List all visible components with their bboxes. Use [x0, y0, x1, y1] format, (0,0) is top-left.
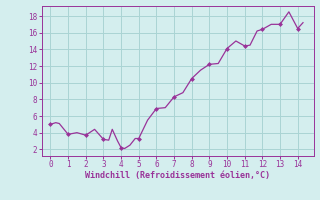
X-axis label: Windchill (Refroidissement éolien,°C): Windchill (Refroidissement éolien,°C): [85, 171, 270, 180]
